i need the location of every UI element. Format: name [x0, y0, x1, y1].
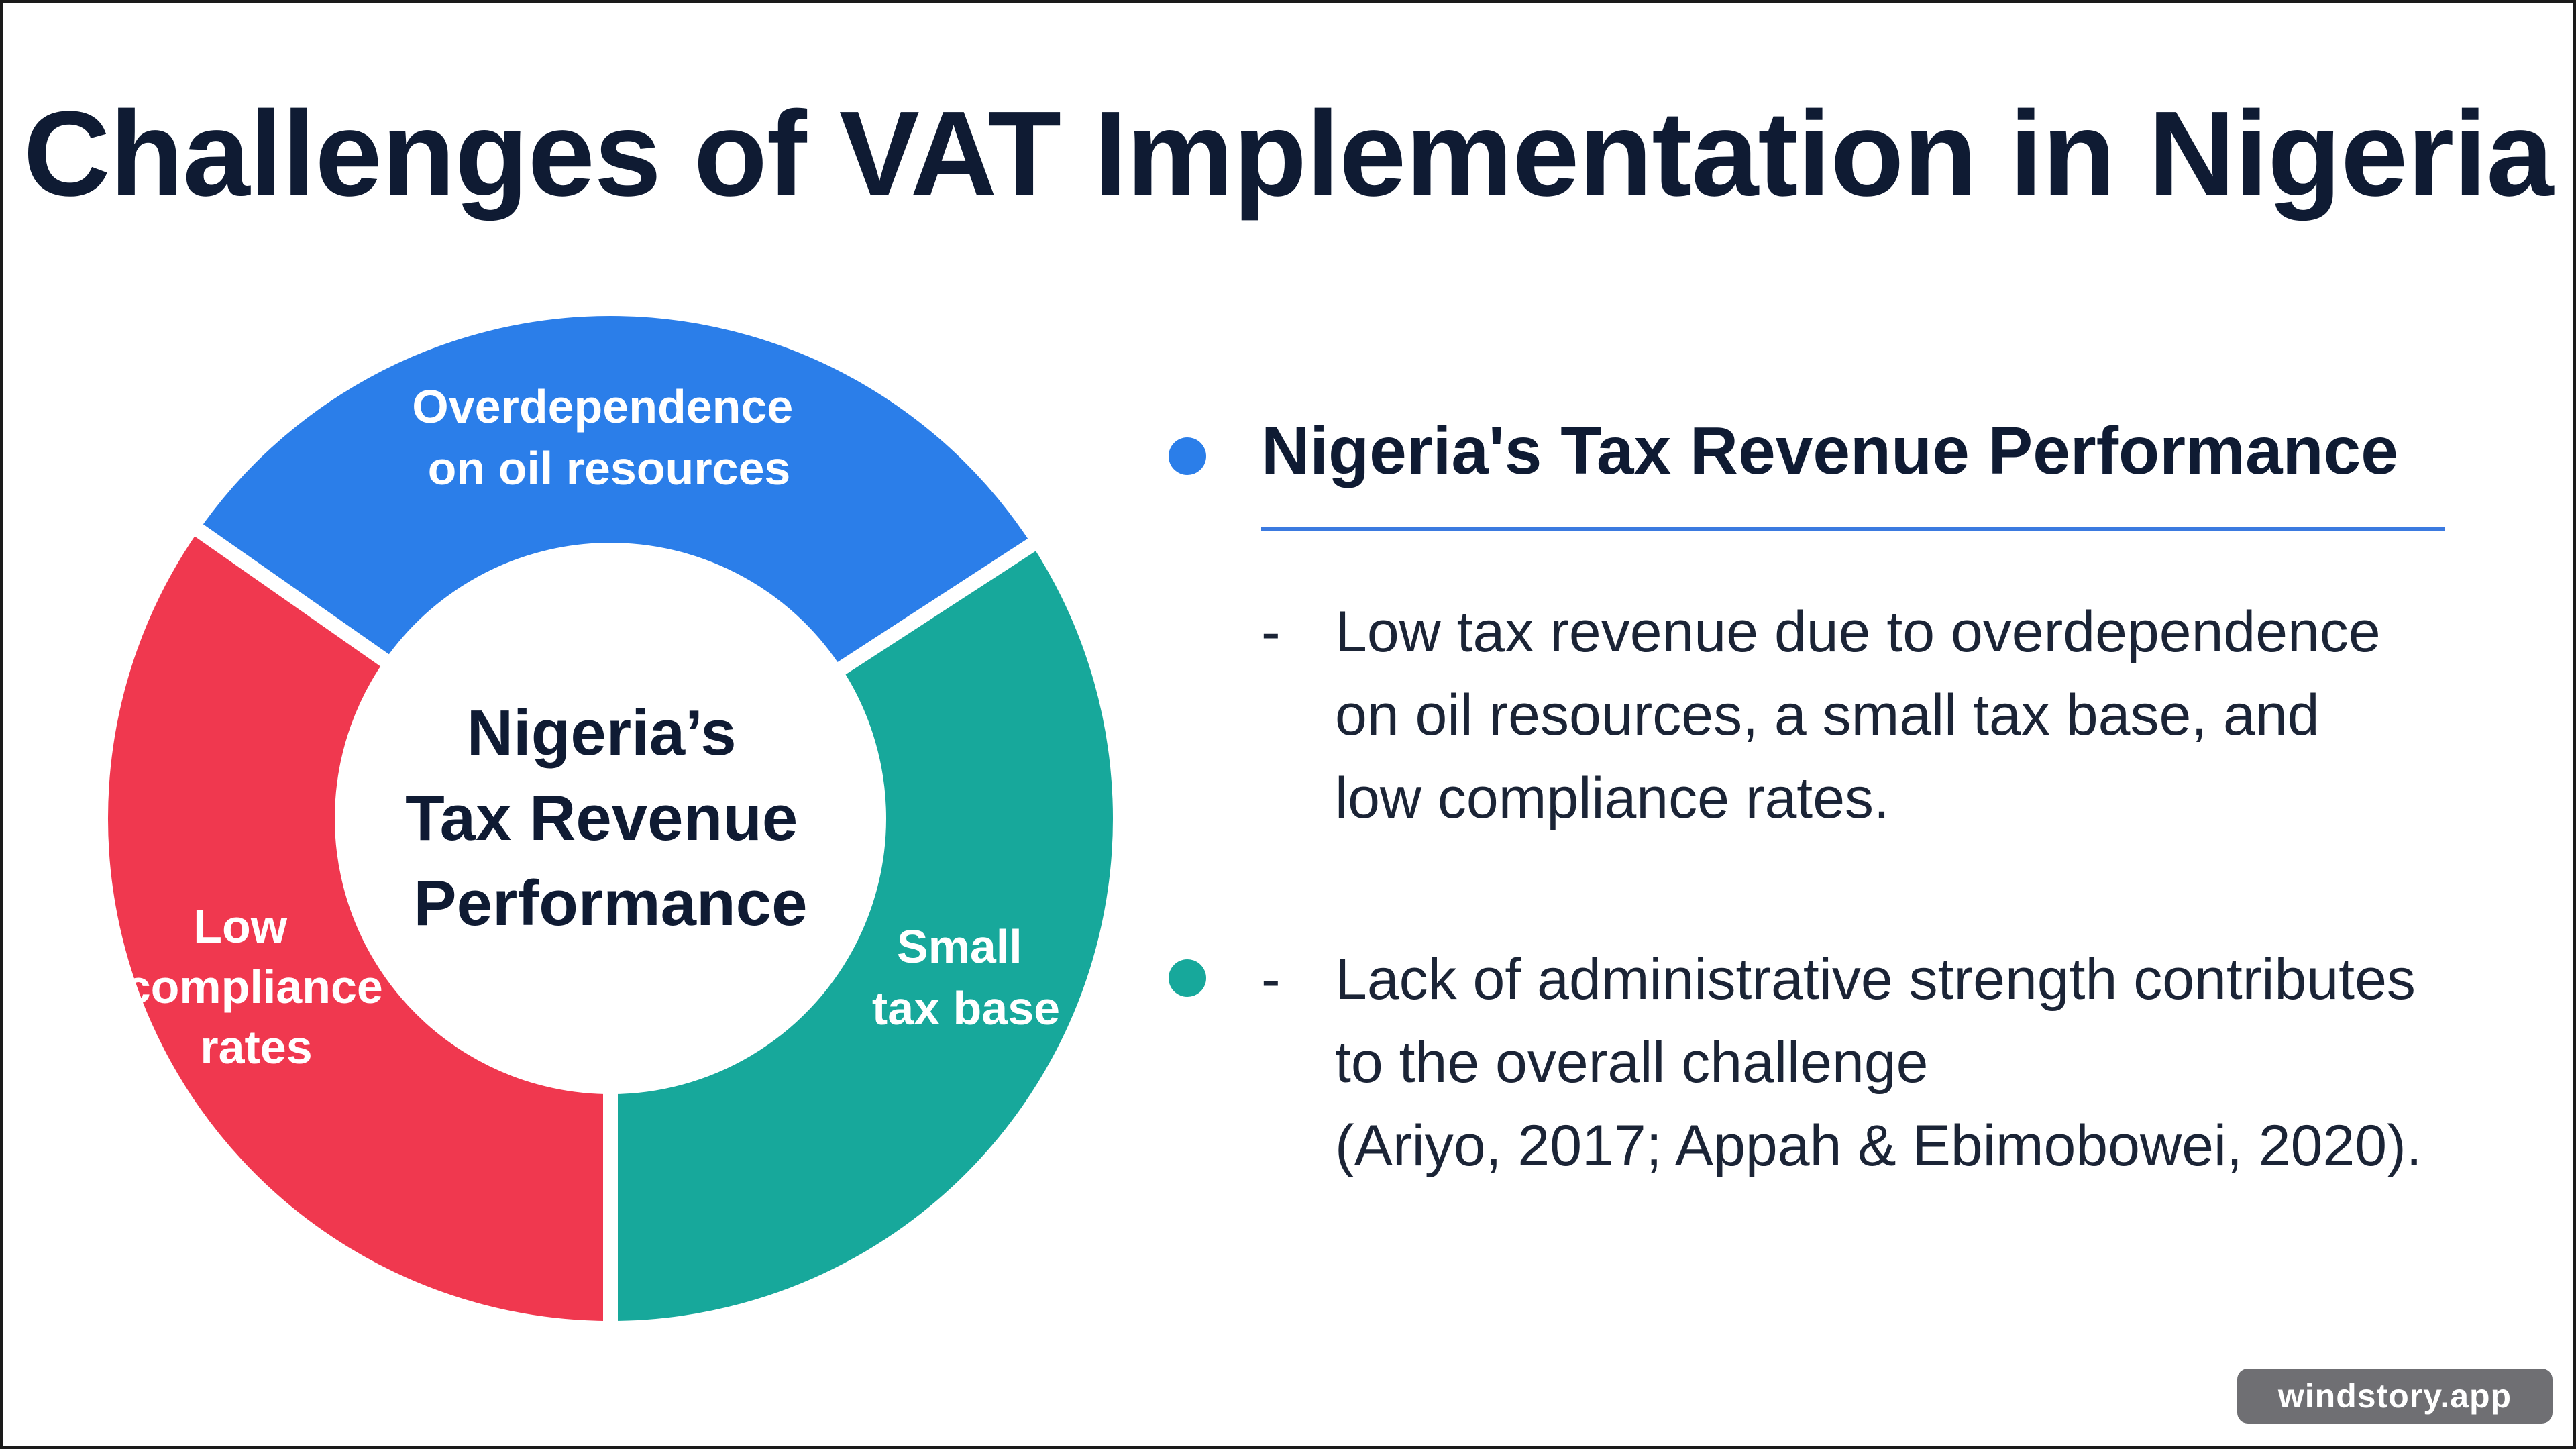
segment-overdependence-on-oil [182, 301, 1049, 683]
panel-heading: Nigeria's Tax Revenue Performance [1261, 413, 2398, 488]
list-item-text: Low tax revenue due to overdependence on… [1335, 600, 2381, 830]
segment-label-overdependence: Overdependence on oil resources [412, 380, 806, 494]
list-dash: - [1261, 947, 1281, 1012]
segment-low-compliance [93, 515, 618, 1336]
list-item-text: Lack of administrative strength contribu… [1335, 947, 2422, 1178]
segment-small-tax-base [603, 530, 1128, 1336]
watermark-badge: windstory.app [2237, 1368, 2553, 1424]
segment-label-low-compliance: Low compliance rates [125, 900, 396, 1073]
bullet-dot-blue [1169, 437, 1206, 475]
bullet-dot-teal [1169, 959, 1206, 997]
list-item: - Lack of administrative strength contri… [1261, 938, 2469, 1193]
donut-diagram: Overdependence on oil resources Small ta… [93, 301, 1128, 1336]
list-item: - Low tax revenue due to overdependence … [1261, 590, 2469, 845]
heading-underline [1261, 527, 2445, 531]
info-panel: Nigeria's Tax Revenue Performance - Low … [1154, 389, 2496, 1261]
list-dash: - [1261, 600, 1281, 664]
slide-title: Challenges of VAT Implementation in Nige… [23, 87, 2554, 221]
donut-center-label: Nigeria’s Tax Revenue Performance [405, 697, 816, 939]
segment-label-small-tax-base: Small tax base [872, 920, 1060, 1034]
